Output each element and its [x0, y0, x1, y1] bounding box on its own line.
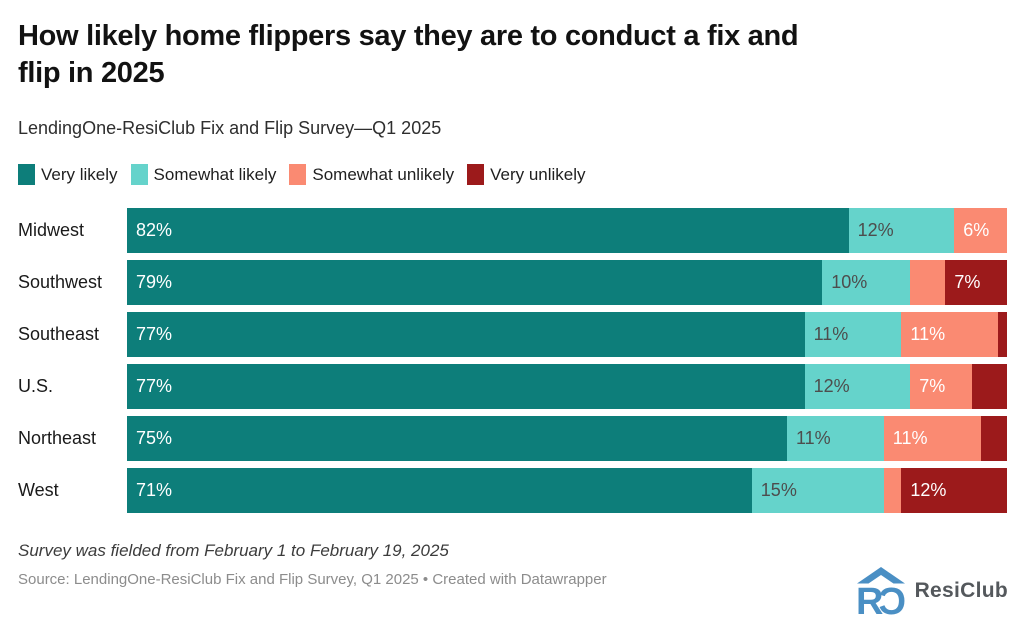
legend-swatch [289, 164, 307, 185]
bar-segment: 11% [901, 312, 999, 357]
chart-row: Southwest 79% 10% 7% [18, 260, 1007, 305]
category-label: U.S. [18, 376, 54, 396]
chart-row: U.S. 77% 12% 7% [18, 364, 1007, 409]
resiclub-logo-icon: R C [856, 567, 905, 615]
legend-label: Somewhat unlikely [312, 164, 455, 184]
stacked-bar: 75% 11% 11% [127, 416, 1007, 461]
bar-value-label: 7% [919, 376, 946, 396]
legend-item: Somewhat unlikely [289, 164, 454, 185]
bar-value-label: 82% [136, 220, 173, 240]
bar-segment: 79% [127, 260, 823, 305]
stacked-bar: 77% 11% 11% [127, 312, 1007, 357]
bar-value-label: 15% [760, 480, 797, 500]
bar-segment: 77% [127, 312, 805, 357]
page-title: How likely home flippers say they are to… [18, 18, 1007, 92]
legend-swatch [18, 164, 35, 185]
legend-swatch [130, 164, 148, 185]
legend-swatch [467, 164, 485, 185]
bar-value-label: 71% [136, 480, 173, 500]
bar-value-label: 77% [136, 324, 173, 344]
bar-segment [910, 260, 946, 305]
bar-segment: 7% [910, 364, 972, 409]
stacked-bar: 82% 12% 6% [127, 208, 1007, 253]
chart-row: Midwest 82% 12% 6% [18, 208, 1007, 253]
bar-segment: 7% [945, 260, 1007, 305]
bar-value-label: 11% [796, 428, 831, 448]
stacked-bar: 71% 15% 12% [127, 468, 1007, 513]
bar-segment: 6% [954, 208, 1007, 253]
chart: Midwest 82% 12% 6% Southwest 79% 10% 7% Southeas… [18, 208, 1007, 513]
bar-segment: 11% [787, 416, 884, 461]
chart-subtitle: LendingOne-ResiClub Fix and Flip Survey—… [18, 118, 442, 138]
bar-segment: 71% [127, 468, 752, 513]
bar-segment: 77% [127, 364, 805, 409]
svg-text:R: R [857, 581, 883, 615]
chart-row: Southeast 77% 11% 11% [18, 312, 1007, 357]
legend-label: Somewhat likely [153, 164, 277, 184]
bar-segment: 12% [848, 208, 955, 253]
bar-segment [998, 312, 1007, 357]
bar-value-label: 79% [136, 272, 173, 292]
bar-segment: 11% [883, 416, 981, 461]
stacked-bar: 79% 10% 7% [127, 260, 1007, 305]
legend-label: Very likely [41, 164, 118, 184]
chart-row: West 71% 15% 12% [18, 468, 1007, 513]
resiclub-logo: R C ResiClub [856, 567, 1008, 615]
bar-value-label: 77% [136, 376, 173, 396]
bar-segment: 11% [804, 312, 902, 357]
footer-source: Source: LendingOne-ResiClub Fix and Flip… [18, 571, 607, 588]
bar-segment: 15% [751, 468, 884, 513]
category-label: Northeast [18, 428, 97, 448]
category-label: West [18, 480, 59, 500]
bar-segment [883, 468, 902, 513]
bar-value-label: 12% [857, 220, 894, 240]
svg-text:C: C [878, 581, 904, 615]
bar-value-label: 11% [892, 428, 928, 448]
bar-segment: 10% [822, 260, 911, 305]
legend-item: Somewhat likely [130, 164, 277, 185]
bar-segment: 75% [127, 416, 787, 461]
bar-value-label: 7% [954, 272, 981, 292]
category-label: Midwest [18, 220, 85, 240]
bar-value-label: 11% [813, 324, 849, 344]
category-label: Southeast [18, 324, 100, 344]
bar-segment: 12% [901, 468, 1007, 513]
title-line-1: How likely home flippers say they are to… [18, 20, 799, 52]
bar-segment: 82% [127, 208, 849, 253]
bar-value-label: 10% [831, 272, 868, 292]
stacked-bar: 77% 12% 7% [127, 364, 1007, 409]
chart-row: Northeast 75% 11% 11% [18, 416, 1007, 461]
bar-segment [971, 364, 1007, 409]
bar-value-label: 11% [910, 324, 946, 344]
bar-value-label: 12% [910, 480, 947, 500]
bar-segment: 12% [804, 364, 911, 409]
category-label: Southwest [18, 272, 103, 292]
bar-value-label: 6% [963, 220, 990, 240]
legend: Very likely Somewhat likely Somewhat unlik… [18, 164, 1007, 185]
chart-page: How likely home flippers say they are to… [0, 18, 1024, 588]
legend-item: Very unlikely [467, 164, 586, 185]
footer-note: Survey was fielded from February 1 to Fe… [18, 541, 449, 560]
title-line-2: flip in 2025 [18, 57, 165, 89]
bar-value-label: 12% [813, 376, 850, 396]
resiclub-logo-text: ResiClub [914, 579, 1008, 602]
bar-value-label: 75% [136, 428, 173, 448]
legend-label: Very unlikely [490, 164, 586, 184]
bar-segment [980, 416, 1007, 461]
legend-item: Very likely [18, 164, 118, 185]
